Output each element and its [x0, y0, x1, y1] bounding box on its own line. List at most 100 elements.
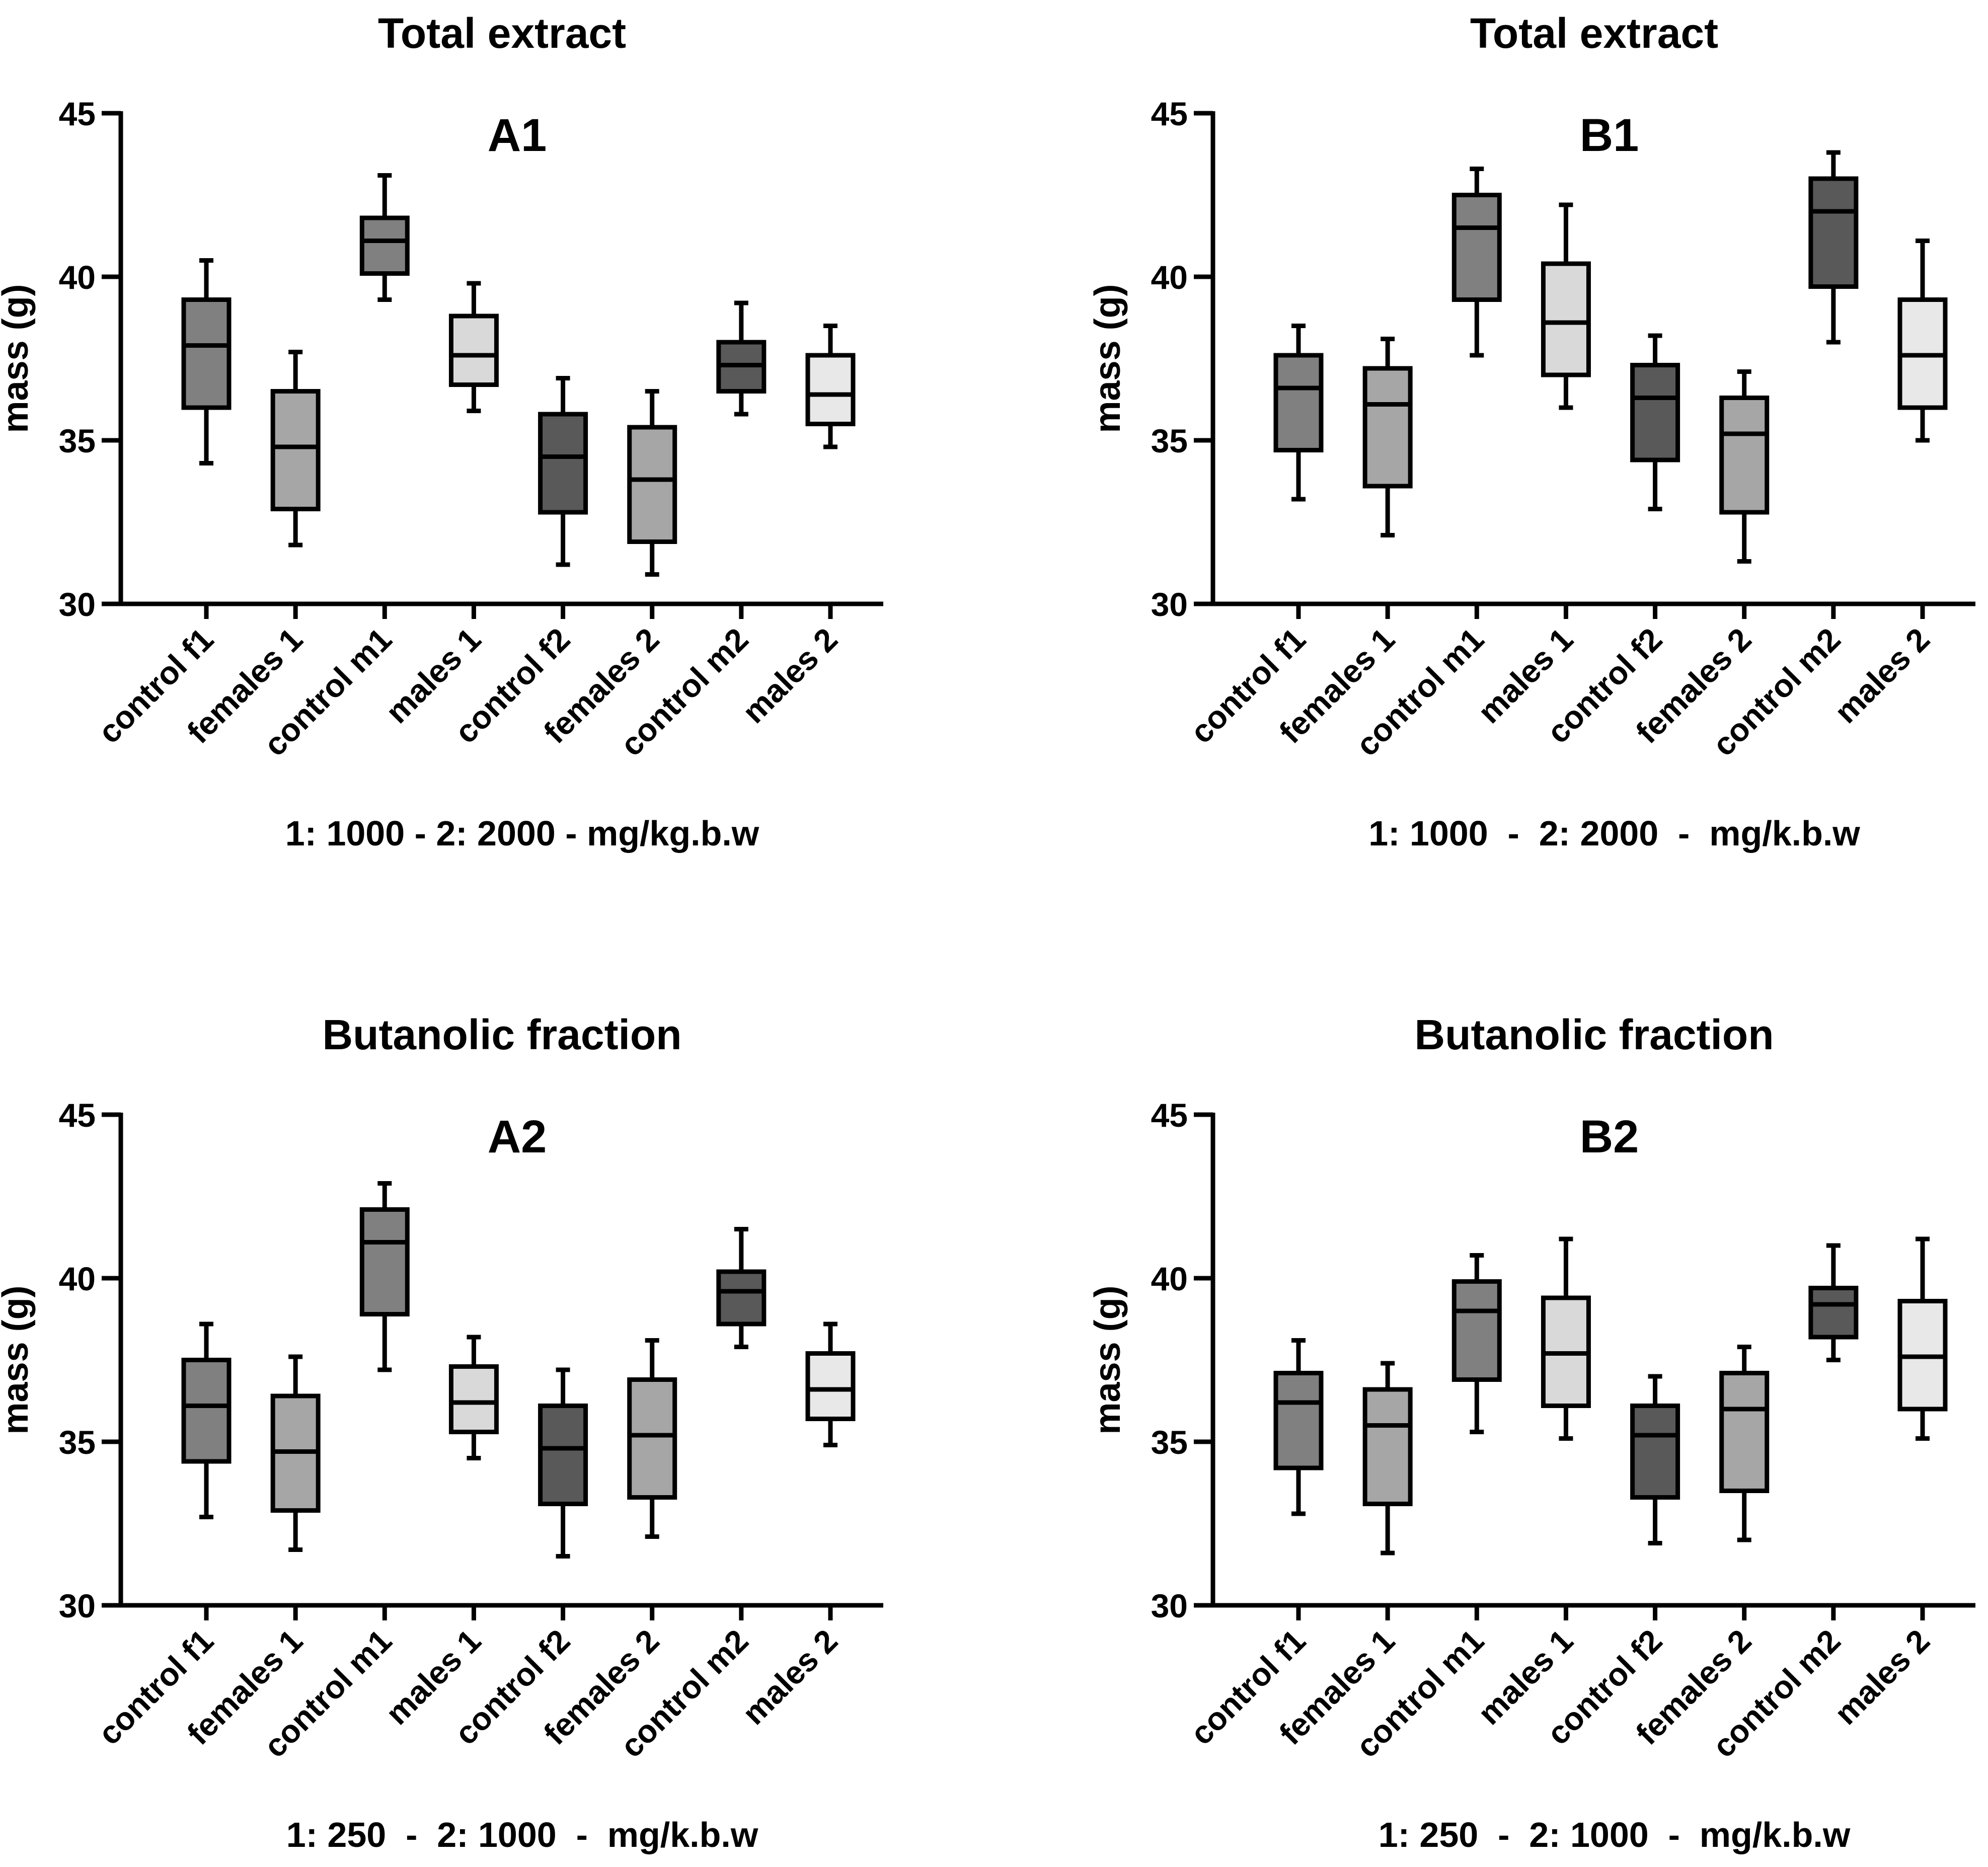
box-control-f1	[1273, 324, 1324, 502]
box-iqr	[716, 1269, 767, 1327]
box-iqr	[181, 1358, 232, 1464]
box-control-f2	[1630, 333, 1680, 511]
box-control-m2	[716, 300, 767, 417]
box-iqr	[1273, 1371, 1324, 1470]
box-iqr	[448, 1364, 499, 1434]
box-males-2	[1897, 239, 1948, 443]
box-females-1	[1362, 337, 1413, 537]
box-males-1	[448, 1335, 499, 1460]
y-tick-label: 30	[1151, 1587, 1188, 1624]
y-axis-title: mass (g)	[1088, 1285, 1128, 1434]
box-control-f2	[538, 376, 588, 567]
y-tick-label: 35	[59, 422, 96, 459]
box-iqr	[805, 1351, 856, 1421]
box-control-m2	[1808, 1243, 1859, 1362]
box-iqr	[1273, 353, 1324, 452]
x-axis-title: 1: 250 - 2: 1000 - mg/k.b.w	[1379, 1815, 1851, 1854]
y-tick-label: 40	[1151, 259, 1188, 296]
x-axis-title: 1: 1000 - 2: 2000 - mg/k.b.w	[1368, 814, 1860, 853]
y-tick-label: 40	[59, 259, 96, 296]
box-iqr	[1630, 363, 1680, 462]
box-females-2	[1719, 1345, 1770, 1542]
y-tick-label: 40	[59, 1260, 96, 1297]
box-males-1	[448, 281, 499, 413]
y-tick-label: 45	[1151, 95, 1188, 132]
box-females-2	[627, 1338, 677, 1539]
box-iqr	[627, 1377, 677, 1500]
box-control-m1	[1451, 1253, 1502, 1434]
box-iqr	[359, 1207, 410, 1316]
box-control-m1	[1451, 167, 1502, 358]
box-females-1	[270, 1354, 321, 1552]
box-males-1	[1541, 1236, 1591, 1441]
box-iqr	[1541, 261, 1591, 377]
x-tick-label: males 2	[735, 1622, 845, 1732]
x-tick-label: males 2	[1827, 1622, 1937, 1732]
y-tick-label: 40	[1151, 1260, 1188, 1297]
panel-label: B2	[1580, 1111, 1639, 1162]
box-iqr	[627, 425, 677, 544]
box-control-f1	[181, 258, 232, 465]
chart-title: Butanolic fraction	[322, 1011, 681, 1058]
y-axis-title: mass (g)	[1088, 284, 1128, 433]
panel-label: A2	[488, 1111, 547, 1162]
box-iqr	[1451, 193, 1502, 302]
y-tick-label: 45	[59, 1097, 96, 1134]
x-axis-title: 1: 250 - 2: 1000 - mg/k.b.w	[286, 1815, 758, 1854]
y-tick-label: 30	[1151, 586, 1188, 623]
box-control-f2	[1630, 1374, 1680, 1545]
x-tick-label: males 2	[1827, 621, 1937, 730]
chart-title: Total extract	[1470, 10, 1718, 57]
box-control-m2	[716, 1227, 767, 1349]
x-axis-title: 1: 1000 - 2: 2000 - mg/kg.b.w	[285, 814, 759, 853]
y-tick-label: 30	[59, 1587, 96, 1624]
box-control-m1	[359, 173, 410, 302]
box-control-f2	[538, 1367, 588, 1559]
box-iqr	[181, 297, 232, 410]
box-iqr	[1630, 1404, 1680, 1500]
chart-title: Total extract	[378, 10, 626, 57]
box-iqr	[1808, 1286, 1859, 1340]
box-iqr	[805, 353, 856, 426]
box-control-m2	[1808, 150, 1859, 345]
box-iqr	[1362, 366, 1413, 489]
box-iqr	[1719, 1371, 1770, 1493]
box-males-2	[805, 324, 856, 449]
box-females-2	[1719, 369, 1770, 564]
box-iqr	[1719, 396, 1770, 515]
box-control-f1	[181, 1321, 232, 1519]
chart-title: Butanolic fraction	[1414, 1011, 1774, 1058]
box-iqr	[359, 215, 410, 276]
panel-label: A1	[488, 110, 547, 161]
y-tick-label: 35	[1151, 422, 1188, 459]
box-iqr	[1362, 1387, 1413, 1506]
box-iqr	[1808, 176, 1859, 289]
box-females-1	[1362, 1361, 1413, 1555]
y-axis-title: mass (g)	[0, 1285, 36, 1434]
box-males-1	[1541, 202, 1591, 410]
box-females-2	[627, 389, 677, 577]
y-tick-label: 35	[1151, 1424, 1188, 1461]
y-tick-label: 45	[1151, 1097, 1188, 1134]
box-males-2	[1897, 1236, 1948, 1441]
box-iqr	[270, 389, 321, 511]
y-tick-label: 30	[59, 586, 96, 623]
y-tick-label: 35	[59, 1424, 96, 1461]
y-tick-label: 45	[59, 95, 96, 132]
box-males-2	[805, 1321, 856, 1447]
box-control-m1	[359, 1181, 410, 1372]
box-iqr	[538, 1404, 588, 1506]
panel-label: B1	[1580, 110, 1639, 161]
box-iqr	[538, 412, 588, 515]
box-control-f1	[1273, 1338, 1324, 1516]
y-axis-title: mass (g)	[0, 284, 36, 433]
x-tick-label: males 2	[735, 621, 845, 730]
box-iqr	[1451, 1279, 1502, 1382]
box-females-1	[270, 350, 321, 548]
box-iqr	[448, 314, 499, 387]
